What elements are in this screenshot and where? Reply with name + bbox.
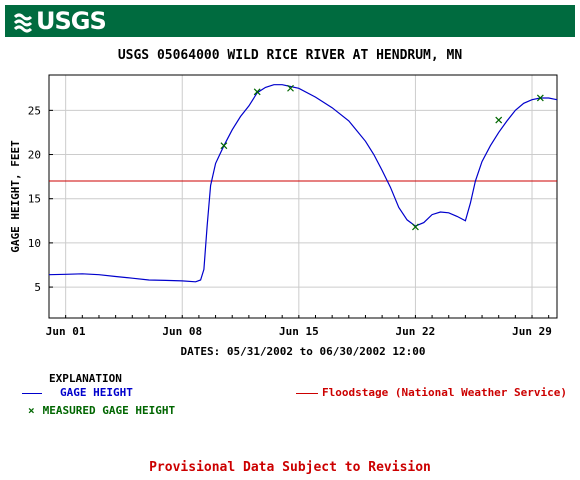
x-axis-label: DATES: 05/31/2002 to 06/30/2002 12:00 bbox=[180, 345, 425, 358]
legend-gage-label: GAGE HEIGHT bbox=[60, 386, 133, 399]
legend-line-swatch bbox=[22, 392, 42, 394]
x-tick-label: Jun 22 bbox=[396, 325, 436, 338]
usgs-banner: USGS bbox=[5, 5, 575, 37]
measured-point bbox=[253, 88, 261, 96]
chart-title: USGS 05064000 WILD RICE RIVER AT HENDRUM… bbox=[117, 48, 463, 63]
legend-floodstage: Floodstage (National Weather Service) bbox=[296, 386, 567, 399]
provisional-notice: Provisional Data Subject to Revision bbox=[149, 460, 431, 475]
legend-flood-label: Floodstage (National Weather Service) bbox=[322, 386, 568, 399]
x-tick-label: Jun 29 bbox=[512, 325, 552, 338]
legend-measured: × MEASURED GAGE HEIGHT bbox=[28, 404, 175, 417]
x-tick-label: Jun 08 bbox=[162, 325, 202, 338]
y-axis-label: GAGE HEIGHT, FEET bbox=[9, 140, 22, 253]
measured-point bbox=[287, 84, 294, 92]
legend-explanation: EXPLANATION bbox=[49, 372, 122, 385]
logo-text: USGS bbox=[36, 7, 107, 35]
measured-point bbox=[220, 142, 228, 150]
legend-measured-label: MEASURED GAGE HEIGHT bbox=[42, 404, 176, 417]
y-tick-label: 15 bbox=[28, 193, 41, 206]
y-tick-label: 5 bbox=[34, 281, 41, 294]
plot-frame bbox=[48, 74, 558, 319]
usgs-logo[interactable]: USGS bbox=[14, 7, 107, 35]
x-marker-icon: × bbox=[28, 404, 35, 417]
x-tick-label: Jun 15 bbox=[279, 325, 319, 338]
legend-gage-height: GAGE HEIGHT bbox=[22, 386, 133, 399]
measured-point bbox=[536, 94, 544, 102]
y-tick-label: 25 bbox=[28, 104, 41, 117]
x-tick-label: Jun 01 bbox=[46, 325, 86, 338]
measured-point bbox=[495, 116, 503, 124]
y-tick-label: 10 bbox=[28, 237, 41, 250]
y-tick-label: 20 bbox=[28, 149, 41, 162]
legend-flood-swatch bbox=[296, 392, 318, 394]
usgs-wave-icon bbox=[14, 13, 33, 33]
measured-point bbox=[412, 223, 419, 231]
gage-height-line bbox=[49, 84, 557, 283]
